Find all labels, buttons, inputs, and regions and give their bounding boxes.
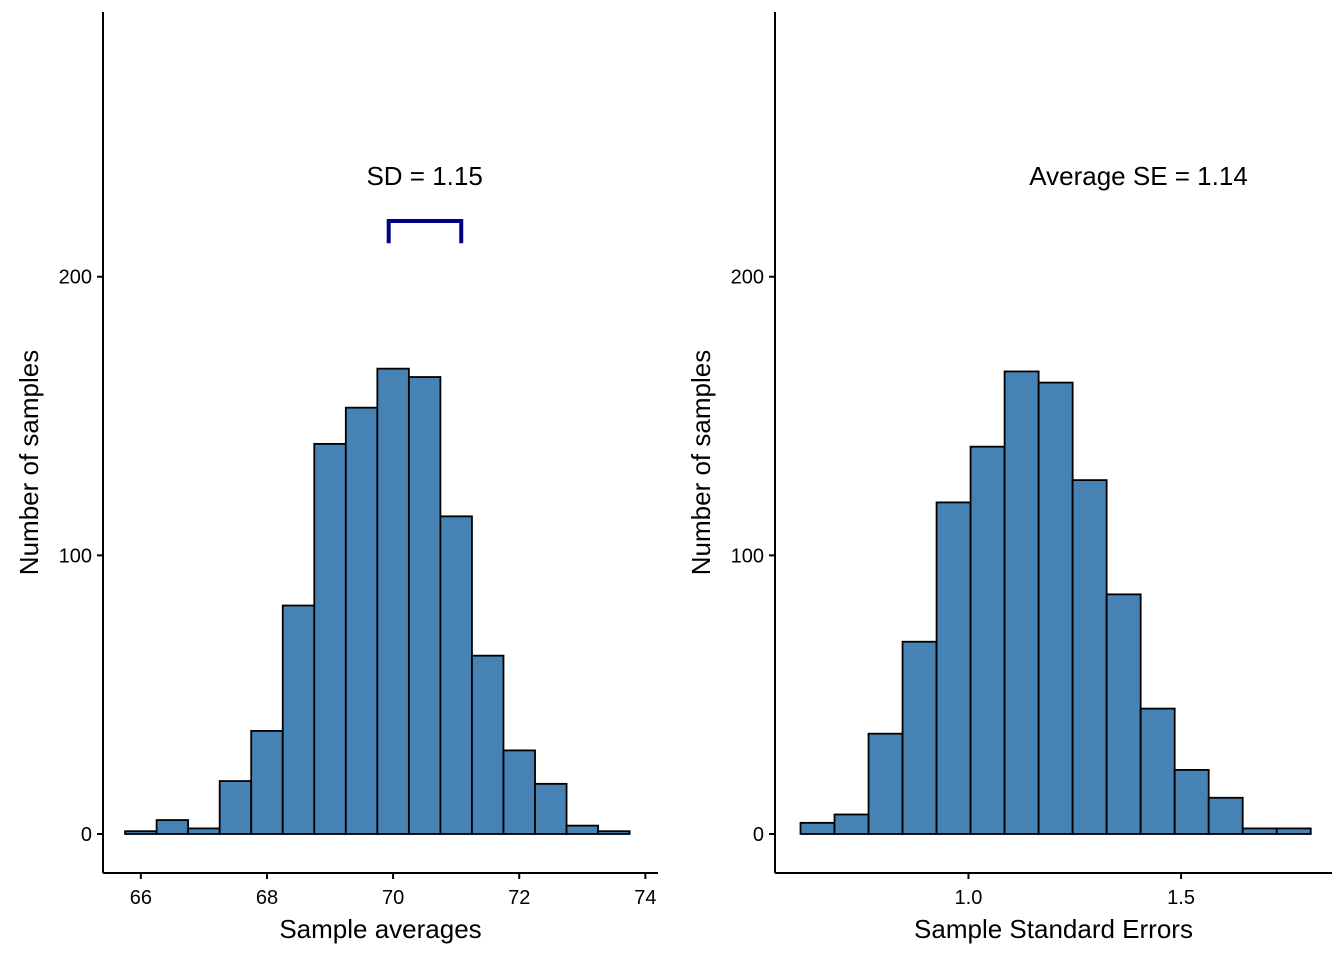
histogram-bar xyxy=(1207,796,1244,835)
y-tick-label: 0 xyxy=(753,824,764,846)
histogram-bar xyxy=(439,515,473,835)
y-tick-label: 200 xyxy=(59,267,92,289)
histogram-bar xyxy=(124,830,158,835)
y-axis-title: Number of samples xyxy=(14,350,44,575)
histogram-bar xyxy=(867,732,904,835)
histogram-bar xyxy=(534,782,568,835)
x-tick-label: 74 xyxy=(634,887,656,909)
histogram-bar xyxy=(1071,479,1108,835)
histogram-bar xyxy=(935,501,972,835)
histogram-bar xyxy=(1173,769,1210,835)
y-tick-label: 0 xyxy=(81,824,92,846)
histogram-bar xyxy=(502,749,536,835)
x-tick-label: 70 xyxy=(382,887,404,909)
histogram-bar xyxy=(1003,370,1040,835)
histogram-bar xyxy=(250,729,284,835)
histogram-bar xyxy=(344,406,379,835)
y-tick-label: 100 xyxy=(59,545,92,567)
histogram-bar xyxy=(1037,381,1074,835)
histogram-bar xyxy=(155,819,190,835)
histogram-bar xyxy=(376,367,410,835)
panel-2: 0 100 200 1.0 1.5 Sample Standard Errors Numbe… xyxy=(686,12,1332,944)
histogram-bar xyxy=(187,827,221,835)
histogram-bar xyxy=(597,830,631,835)
x-tick-label: 1.5 xyxy=(1167,887,1195,909)
annotation-text: Average SE = 1.14 xyxy=(1029,161,1248,191)
annotation-text: SD = 1.15 xyxy=(366,161,482,191)
histogram-bars xyxy=(124,367,631,835)
x-tick-label: 66 xyxy=(130,887,152,909)
histogram-bar xyxy=(1139,707,1176,835)
histogram-bar xyxy=(281,604,316,835)
histogram-bar xyxy=(407,376,442,835)
histogram-bar xyxy=(969,445,1006,835)
panel-1: 0 100 200 66 68 70 72 74 Sample averages Number o… xyxy=(14,12,658,944)
histogram-bar xyxy=(1105,593,1142,835)
x-tick-label: 72 xyxy=(508,887,530,909)
histogram-bar xyxy=(799,821,836,835)
histogram-bar xyxy=(565,824,599,835)
y-tick-label: 200 xyxy=(731,267,764,289)
x-axis-title: Sample averages xyxy=(279,914,481,944)
histogram-bar xyxy=(313,442,347,835)
histogram-bar xyxy=(218,780,253,835)
x-tick-label: 68 xyxy=(256,887,278,909)
y-axis-title: Number of samples xyxy=(686,350,716,575)
y-tick-label: 100 xyxy=(731,545,764,567)
histogram-bar xyxy=(833,813,870,835)
sd-bracket xyxy=(386,218,464,244)
histogram-bar xyxy=(901,640,938,835)
histogram-bar xyxy=(471,654,505,835)
x-axis-title: Sample Standard Errors xyxy=(914,914,1193,944)
x-tick-label: 1.0 xyxy=(955,887,983,909)
histogram-bars xyxy=(799,370,1312,835)
histogram-bar xyxy=(1275,827,1312,835)
histogram-bar xyxy=(1241,827,1278,835)
